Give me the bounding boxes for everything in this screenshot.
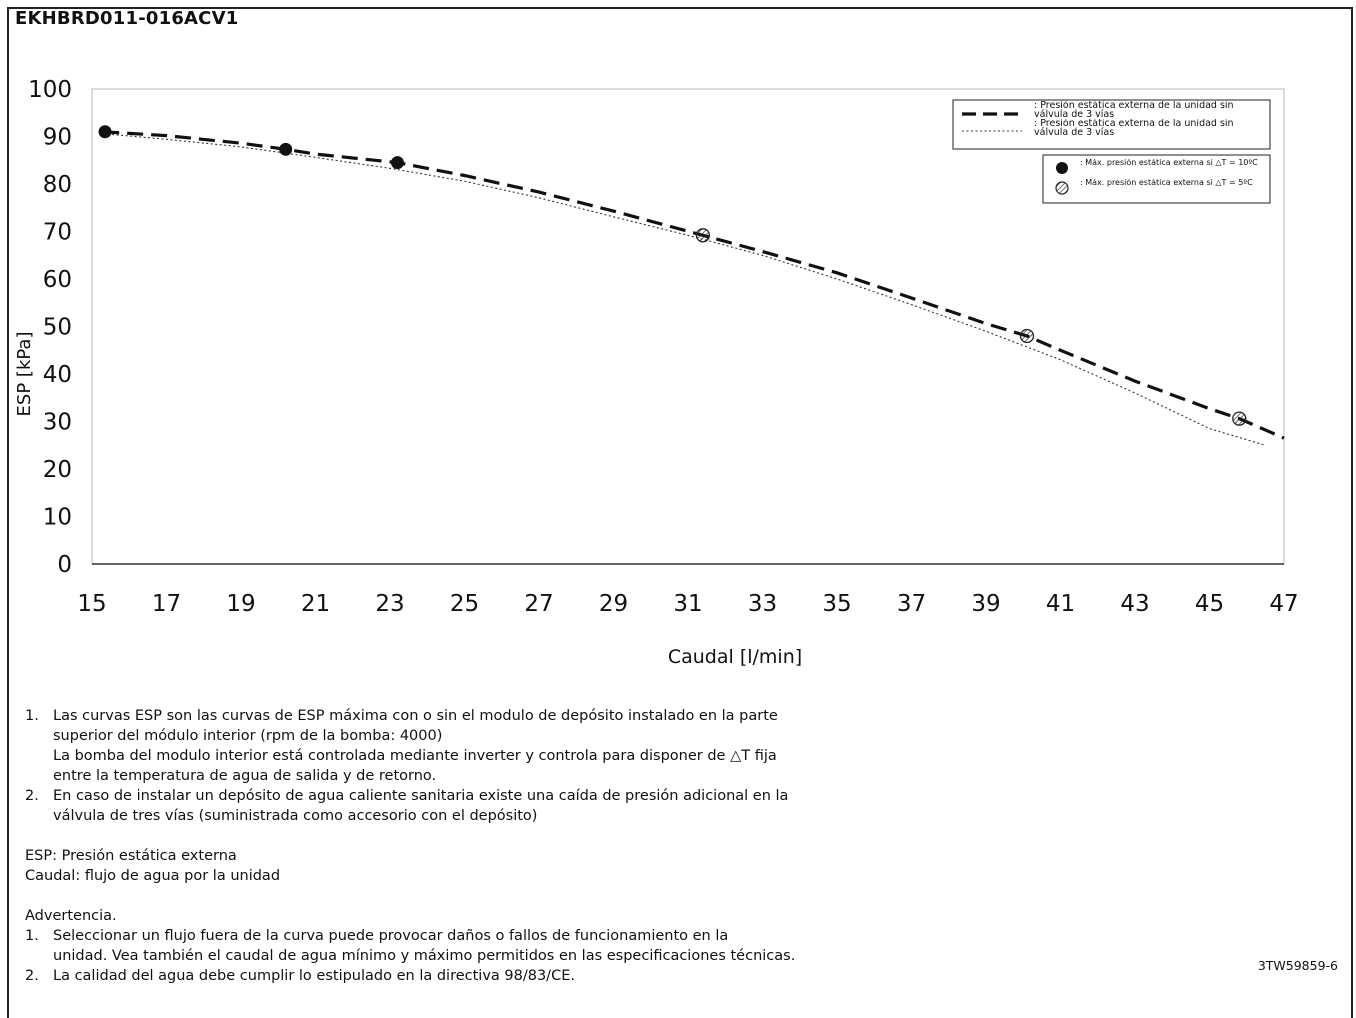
note-line: En caso de instalar un depósito de agua … (53, 788, 789, 804)
marker-dt10 (390, 156, 404, 170)
note-item: 1. Seleccionar un flujo fuera de la curva… (25, 926, 815, 966)
series-line-2 (103, 133, 1266, 446)
legend-filled-marker (1056, 162, 1068, 174)
notes-list: 1. Las curvas ESP son las curvas de ESP m… (25, 706, 815, 826)
note-number: 1. (25, 708, 39, 724)
x-tick-label: 25 (450, 591, 479, 617)
legend-marker-label: : Máx. presión estática externa si △T = … (1080, 159, 1258, 167)
x-tick-label: 19 (226, 591, 255, 617)
note-line: superior del módulo interior (rpm de la … (53, 728, 443, 744)
legend-marker-text: : Máx. presión estática externa si △T = … (1080, 159, 1258, 167)
y-tick-label: 80 (43, 172, 72, 198)
legend-line-text: : Presión estática externa de la unidad … (1034, 119, 1234, 138)
note-line: unidad. Vea también el caudal de agua mí… (53, 948, 796, 964)
warnings-list: 1. Seleccionar un flujo fuera de la curva… (25, 926, 815, 986)
note-item: 2. En caso de instalar un depósito de agu… (25, 786, 815, 826)
marker-dt5 (1232, 411, 1247, 426)
legend-hatched-marker (1055, 181, 1069, 195)
note-line: La bomba del modulo interior está contro… (53, 748, 777, 764)
legend-marker-text: : Máx. presión estática externa si △T = … (1080, 179, 1253, 187)
y-tick-label: 90 (43, 125, 72, 151)
legend-line-text: : Presión estática externa de la unidad … (1034, 101, 1234, 120)
page-frame (7, 7, 1353, 1018)
document-reference: 3TW59859-6 (1257, 958, 1338, 973)
x-axis-label: Caudal [l/min] (668, 646, 802, 668)
marker-dt5 (1019, 328, 1035, 344)
legend-line-label: : Presión estática externa de la unidad … (1034, 119, 1234, 138)
y-axis-label: ESP [kPa] (14, 332, 35, 417)
marker-dt10 (98, 125, 112, 139)
legend-marker-label: : Máx. presión estática externa si △T = … (1080, 179, 1253, 187)
warning-title: Advertencia. (25, 908, 117, 924)
marker-dt10 (279, 142, 293, 156)
note-number: 1. (25, 928, 39, 944)
note-line: La calidad del agua debe cumplir lo esti… (53, 968, 575, 984)
note-item: 1. Las curvas ESP son las curvas de ESP m… (25, 706, 815, 786)
x-tick-label: 17 (152, 591, 181, 617)
x-tick-label: 39 (971, 591, 1000, 617)
y-tick-label: 60 (43, 267, 72, 293)
x-tick-label: 45 (1195, 591, 1224, 617)
y-tick-label: 70 (43, 220, 72, 246)
y-tick-label: 50 (43, 315, 72, 341)
x-tick-label: 23 (375, 591, 404, 617)
note-item: 2. La calidad del agua debe cumplir lo es… (25, 966, 815, 986)
marker-dt5 (695, 228, 711, 243)
x-tick-label: 27 (524, 591, 553, 617)
y-tick-label: 0 (57, 552, 72, 578)
x-tick-label: 43 (1120, 591, 1149, 617)
note-number: 2. (25, 788, 39, 804)
note-line: entre la temperatura de agua de salida y… (53, 768, 437, 784)
note-number: 2. (25, 968, 39, 984)
note-line: Las curvas ESP son las curvas de ESP máx… (53, 708, 778, 724)
legend-lines-box (952, 99, 1271, 150)
x-tick-label: 41 (1046, 591, 1075, 617)
note-line: válvula de tres vías (suministrada como … (53, 808, 538, 824)
y-tick-label: 40 (43, 362, 72, 388)
definition-line: Caudal: flujo de agua por la unidad (25, 868, 281, 884)
legend-markers-box (1042, 154, 1271, 204)
x-tick-label: 15 (77, 591, 106, 617)
note-line: Seleccionar un flujo fuera de la curva p… (53, 928, 729, 944)
y-tick-label: 20 (43, 457, 72, 483)
definitions-list: ESP: Presión estática externa Caudal: flu… (25, 846, 815, 886)
x-tick-label: 29 (599, 591, 628, 617)
x-tick-label: 21 (301, 591, 330, 617)
y-tick-label: 30 (43, 410, 72, 436)
x-tick-label: 37 (897, 591, 926, 617)
x-tick-label: 47 (1269, 591, 1298, 617)
x-tick-label: 31 (673, 591, 702, 617)
x-tick-label: 35 (822, 591, 851, 617)
y-tick-label: 10 (43, 505, 72, 531)
legend-line-label: : Presión estática externa de la unidad … (1034, 101, 1234, 120)
diagram-title: EKHBRD011-016ACV1 (15, 8, 239, 29)
y-tick-label: 100 (28, 77, 72, 103)
esp-chart: 0 10 20 30 40 50 60 70 80 90 100 15 17 19 21 23 25 27 29 31… (14, 77, 1299, 668)
x-tick-label: 33 (748, 591, 777, 617)
notes-section: 1. Las curvas ESP son las curvas de ESP m… (25, 706, 815, 986)
definition-line: ESP: Presión estática externa (25, 848, 237, 864)
